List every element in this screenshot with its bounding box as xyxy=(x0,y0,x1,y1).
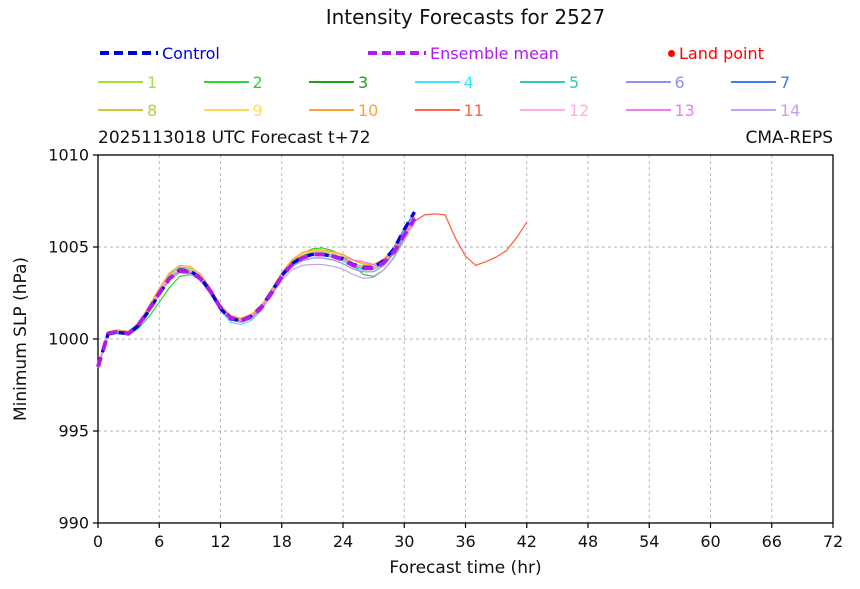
member-1-label: 1 xyxy=(147,72,158,92)
legend-member-1: 1 xyxy=(98,72,204,92)
legend-member-7: 7 xyxy=(731,72,837,92)
member-12-line-swatch xyxy=(520,109,565,111)
series-line-Control xyxy=(96,211,416,368)
series-line-14 xyxy=(97,222,416,368)
chart-title: Intensity Forecasts for 2527 xyxy=(325,5,606,29)
legend-member-12: 12 xyxy=(520,100,626,120)
y-tick-label-1005: 1005 xyxy=(48,238,89,257)
member-13-line-swatch xyxy=(625,109,671,111)
x-tick-label-54: 54 xyxy=(639,532,659,551)
member-12-label: 12 xyxy=(569,100,590,120)
series-line-6 xyxy=(97,219,416,367)
y-tick-label-1010: 1010 xyxy=(48,146,89,165)
series-line-Ensemble mean xyxy=(96,217,417,368)
member-9-label: 9 xyxy=(252,100,263,120)
member-6-line-swatch xyxy=(625,81,671,83)
legend-row-main: Control Ensemble mean Land point xyxy=(0,43,860,63)
land-point-dot-icon xyxy=(668,49,675,57)
member-5-line-swatch xyxy=(520,81,565,83)
legend-control: Control xyxy=(100,43,220,63)
legend-member-3: 3 xyxy=(309,72,415,92)
plot-border xyxy=(97,154,834,524)
x-tick-label-48: 48 xyxy=(578,532,598,551)
x-tick-label-0: 0 xyxy=(93,532,103,551)
legend-member-8: 8 xyxy=(98,100,204,120)
x-tick-label-12: 12 xyxy=(210,532,230,551)
legend-member-2: 2 xyxy=(203,72,310,92)
series-line-8 xyxy=(97,217,416,366)
x-tick-label-60: 60 xyxy=(700,532,720,551)
series-line-4 xyxy=(97,212,416,367)
member-8-label: 8 xyxy=(147,100,158,120)
series-line-7 xyxy=(97,211,416,367)
ensemble-mean-label: Ensemble mean xyxy=(430,43,559,63)
legend-member-11: 11 xyxy=(414,100,521,120)
x-tick-label-72: 72 xyxy=(823,532,843,551)
member-4-label: 4 xyxy=(463,72,474,92)
member-11-label: 11 xyxy=(463,100,484,120)
land-point-label: Land point xyxy=(679,43,764,63)
member-2-line-swatch xyxy=(203,81,249,83)
member-14-line-swatch xyxy=(731,109,776,111)
member-6-label: 6 xyxy=(674,72,685,92)
legend-member-6: 6 xyxy=(625,72,732,92)
series-line-3 xyxy=(97,219,416,368)
series-line-1 xyxy=(97,216,416,365)
member-7-label: 7 xyxy=(780,72,791,92)
legend-member-4: 4 xyxy=(414,72,521,92)
legend-ensemble-mean: Ensemble mean xyxy=(368,43,559,63)
legend-member-9: 9 xyxy=(203,100,310,120)
x-tick-label-66: 66 xyxy=(762,532,782,551)
member-2-label: 2 xyxy=(252,72,263,92)
member-1-line-swatch xyxy=(98,81,143,83)
legend-member-10: 10 xyxy=(309,100,415,120)
legend-member-14: 14 xyxy=(731,100,837,120)
series-line-9 xyxy=(97,216,416,365)
y-axis-label: Minimum SLP (hPa) xyxy=(11,256,31,422)
x-axis-label: Forecast time (hr) xyxy=(389,558,542,578)
series-line-2 xyxy=(97,219,416,367)
member-13-label: 13 xyxy=(674,100,695,120)
legend-members-row-1: 1 2 3 4 5 6 7 xyxy=(98,72,843,92)
y-tick-label-995: 995 xyxy=(58,422,89,441)
x-tick-label-30: 30 xyxy=(394,532,414,551)
member-11-line-swatch xyxy=(414,109,460,111)
series-line-10 xyxy=(97,217,416,365)
run-label: 2025113018 UTC Forecast t+72 xyxy=(98,128,371,148)
x-tick-label-36: 36 xyxy=(455,532,475,551)
x-tick-label-24: 24 xyxy=(333,532,353,551)
series-line-13 xyxy=(97,219,416,367)
legend-members-row-2: 8 9 10 11 12 13 14 xyxy=(98,100,843,120)
series-line-12 xyxy=(97,217,416,366)
legend-member-5: 5 xyxy=(520,72,626,92)
member-9-line-swatch xyxy=(203,109,249,111)
legend-land-point: Land point xyxy=(666,43,764,63)
member-5-label: 5 xyxy=(569,72,580,92)
x-tick-label-18: 18 xyxy=(272,532,292,551)
y-tick-label-1000: 1000 xyxy=(48,330,89,349)
legend-member-13: 13 xyxy=(625,100,732,120)
control-dashed-line-swatch xyxy=(100,51,158,55)
ensemble-mean-dashed-line-swatch xyxy=(368,51,426,55)
member-14-label: 14 xyxy=(780,100,801,120)
series-line-5 xyxy=(97,217,416,366)
model-label: CMA-REPS xyxy=(745,128,833,148)
member-8-line-swatch xyxy=(98,109,143,111)
member-4-line-swatch xyxy=(414,81,460,83)
member-3-label: 3 xyxy=(358,72,369,92)
x-tick-label-42: 42 xyxy=(517,532,537,551)
member-3-line-swatch xyxy=(309,81,354,83)
member-7-line-swatch xyxy=(731,81,776,83)
member-10-line-swatch xyxy=(309,109,354,111)
control-label: Control xyxy=(162,43,220,63)
y-tick-label-990: 990 xyxy=(58,514,89,533)
member-10-label: 10 xyxy=(358,100,379,120)
x-tick-label-6: 6 xyxy=(154,532,164,551)
